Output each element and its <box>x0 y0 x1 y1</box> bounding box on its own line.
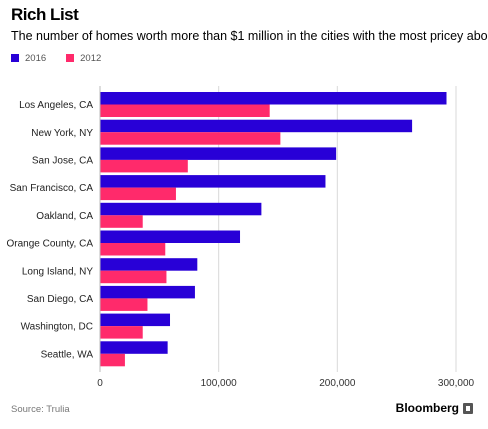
bar-2016 <box>100 92 447 105</box>
legend: 2016 2012 <box>11 51 121 65</box>
bar-2012 <box>100 132 281 145</box>
category-label: San Diego, CA <box>27 294 93 305</box>
bar-2016 <box>100 313 171 327</box>
brand-name: Bloomberg <box>395 401 459 415</box>
bar-2012 <box>100 270 167 284</box>
x-tick-label: 300,000 <box>438 378 475 389</box>
bar-2016 <box>100 175 326 188</box>
bar-2012 <box>100 215 143 228</box>
category-label: Seattle, WA <box>41 349 94 360</box>
category-label: San Jose, CA <box>32 156 93 167</box>
category-label: Oakland, CA <box>36 211 93 222</box>
legend-swatch-2016 <box>11 54 19 62</box>
legend-item-2016: 2016 <box>11 53 46 64</box>
bloomberg-icon <box>463 402 473 414</box>
bar-2012 <box>100 353 125 367</box>
bar-2012 <box>100 326 143 339</box>
bar-chart: 0 100,000 200,000 300,000 Los Angeles, CA New… <box>6 86 475 389</box>
bar-2016 <box>100 230 241 243</box>
x-tick-label: 0 <box>97 378 103 389</box>
source-note: Source: Trulia <box>11 404 70 415</box>
bar-2012 <box>100 298 148 311</box>
bar-2016 <box>100 258 198 271</box>
bar-2016 <box>100 341 168 354</box>
legend-label-2012: 2012 <box>80 52 102 64</box>
bar-2016 <box>100 202 262 216</box>
bar-2016 <box>100 147 337 160</box>
bar-2012 <box>100 159 188 173</box>
category-label: Washington, DC <box>21 322 93 333</box>
category-label: New York, NY <box>31 128 93 139</box>
bar-2012 <box>100 104 270 117</box>
bar-2016 <box>100 285 195 299</box>
category-label: Long Island, NY <box>22 266 93 277</box>
legend-label-2016: 2016 <box>25 52 47 64</box>
bar-2016 <box>100 119 413 133</box>
category-label: Los Angeles, CA <box>19 100 93 111</box>
legend-item-2012: 2012 <box>66 53 101 64</box>
chart-subtitle: The number of homes worth more than $1 m… <box>11 29 488 43</box>
legend-swatch-2012 <box>66 54 75 62</box>
brand-logo: Bloomberg <box>396 401 473 415</box>
chart-title: Rich List <box>11 5 79 24</box>
category-label: Orange County, CA <box>6 239 93 250</box>
x-tick-label: 200,000 <box>319 378 356 389</box>
category-label: San Francisco, CA <box>10 183 94 194</box>
x-tick-label: 100,000 <box>201 378 238 389</box>
bar-2012 <box>100 187 176 201</box>
bar-2012 <box>100 243 166 256</box>
